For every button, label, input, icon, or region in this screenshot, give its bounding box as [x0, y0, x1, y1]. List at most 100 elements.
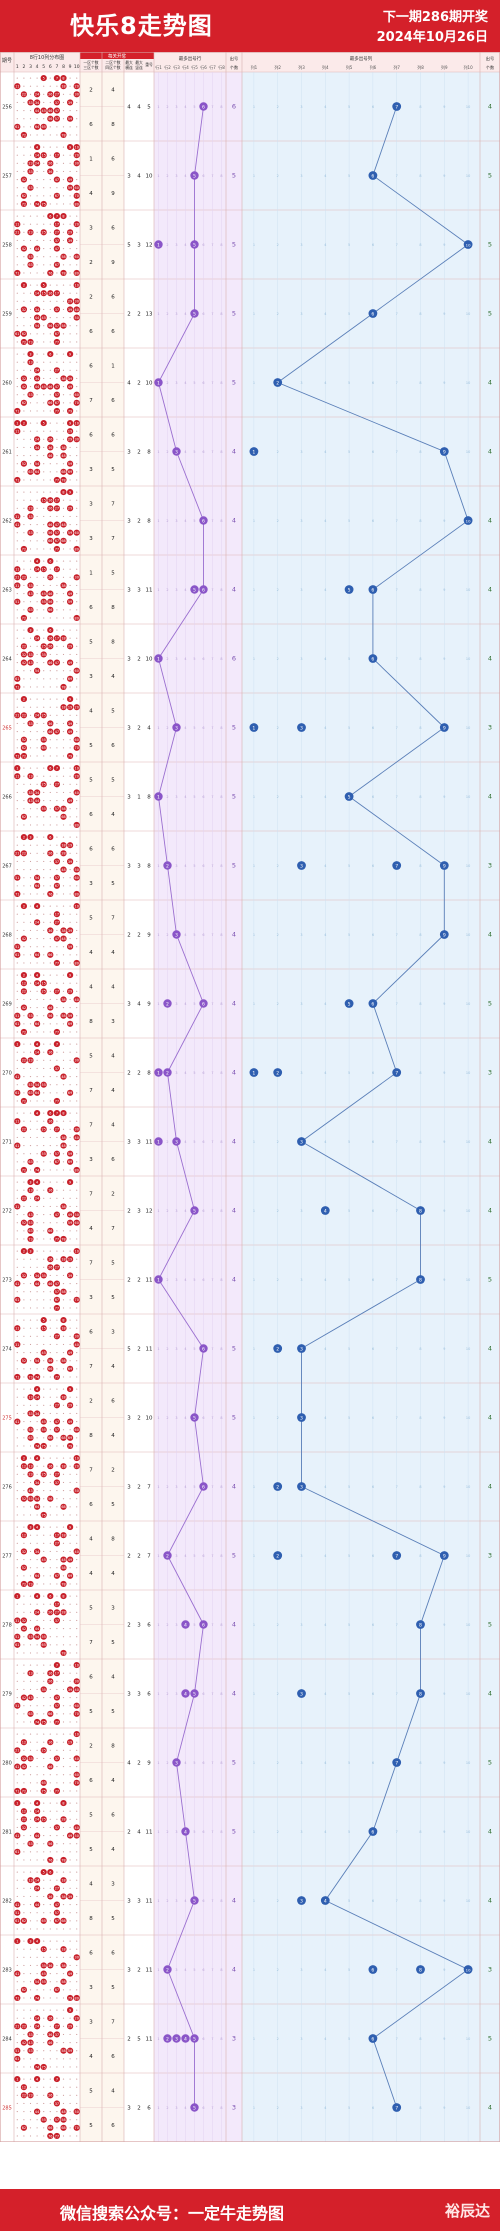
right-axis-label: 列3	[298, 64, 305, 70]
grid-dot	[16, 698, 18, 700]
drawn-number-label: 21	[15, 714, 19, 718]
drawn-number-ball	[53, 1158, 61, 1165]
col-index-faint: 3	[300, 1002, 302, 1006]
drawn-number-ball	[14, 850, 21, 857]
drawn-number-ball	[27, 168, 34, 175]
grid-dot	[69, 937, 71, 940]
grid-dot	[23, 954, 25, 956]
grid-dot	[62, 629, 65, 631]
grid-dot	[29, 637, 32, 639]
grid-dot	[69, 1757, 71, 1760]
drawn-number-label: 6	[49, 835, 51, 839]
grid-dot	[69, 783, 71, 785]
max-row-count: 5	[232, 1345, 236, 1353]
grid-dot	[36, 929, 38, 932]
grid-dot	[36, 1258, 38, 1260]
drawn-number-label: 3	[29, 628, 31, 632]
grid-dot	[23, 1843, 25, 1845]
grid-dot	[36, 1757, 38, 1760]
drawn-number-ball	[47, 557, 54, 565]
grid-dot	[36, 1189, 38, 1191]
drawn-number-label: 25	[42, 1128, 46, 1132]
grid-dot	[43, 1956, 45, 1958]
grid-dot	[56, 1437, 58, 1439]
grid-dot	[29, 2102, 32, 2105]
grid-dot	[56, 816, 58, 818]
row-index-faint: 5	[193, 1071, 195, 1075]
grid-dot	[76, 1672, 78, 1674]
grid-dot	[69, 1238, 71, 1240]
row-index-faint: 3	[175, 1692, 177, 1696]
grid-dot	[76, 77, 78, 79]
row-index-faint: 1	[157, 726, 159, 730]
grid-dot	[49, 678, 51, 680]
grid-dot	[16, 1948, 18, 1950]
drawn-number-label: 47	[55, 1420, 59, 1424]
drawn-number-ball	[67, 797, 74, 804]
col-index-faint: 5	[348, 933, 350, 937]
grid-dot	[49, 775, 51, 777]
drawn-number-ball	[14, 1203, 21, 1210]
grid-dot	[56, 1627, 58, 1630]
grid-dot	[76, 454, 78, 457]
drawn-number-label: 48	[61, 454, 65, 458]
drawn-number-label: 36	[48, 1964, 52, 1968]
grid-dot	[16, 1550, 18, 1553]
drawn-number-ball	[67, 643, 74, 650]
quad-count: 5	[89, 1709, 93, 1715]
grid-dot	[16, 499, 18, 501]
max-row-ball	[172, 930, 181, 939]
drawn-number-label: 21	[15, 576, 19, 580]
drawn-number-ball	[73, 1134, 80, 1141]
split2-header: 二区个数	[105, 60, 120, 65]
drawn-number-ball	[73, 821, 80, 829]
drawn-number-label: 78	[61, 1858, 65, 1862]
grid-dot	[49, 1457, 51, 1459]
repeat-count: 11	[146, 1278, 153, 1284]
drawn-number-ball	[60, 375, 67, 382]
drawn-number-label: 71	[15, 892, 19, 896]
max-row-ball	[154, 378, 163, 387]
grid-dot	[29, 1368, 32, 1370]
grid-dot	[49, 284, 51, 286]
drawn-number-ball	[73, 545, 80, 553]
grid-dot	[49, 1636, 51, 1638]
grid-dot	[36, 1327, 38, 1329]
grid-dot	[62, 592, 65, 595]
grid-dot	[62, 1790, 65, 1792]
drawn-number-label: 18	[61, 706, 65, 710]
col-index-faint: 5	[348, 1554, 350, 1558]
grid-dot	[23, 256, 25, 258]
max-col-consecutive: 3	[137, 1692, 141, 1698]
grid-dot	[36, 1583, 38, 1585]
grid-dot	[16, 747, 18, 749]
grid-dot	[56, 698, 58, 700]
drawn-number-label: 72	[22, 202, 26, 206]
quad-count: 7	[111, 915, 115, 921]
row-index-faint: 2	[166, 1416, 168, 1420]
grid-dot	[62, 653, 65, 656]
col-index-faint: 9	[443, 795, 445, 799]
col-index-faint: 3	[300, 105, 302, 109]
row-index-faint: 8	[220, 1416, 222, 1420]
drawn-number-ball	[53, 1109, 61, 1117]
row-index-faint: 7	[211, 1623, 213, 1627]
grid-dot	[69, 2058, 71, 2060]
grid-dot	[23, 1429, 25, 1431]
grid-dot	[43, 998, 45, 1001]
max-row-count: 4	[232, 586, 236, 594]
drawn-number-label: 46	[48, 454, 52, 458]
grid-dot	[76, 974, 78, 976]
grid-dot	[23, 1189, 25, 1191]
max-col-ball-label: 7	[395, 1760, 398, 1766]
grid-dot	[23, 264, 25, 266]
grid-dot	[43, 1169, 45, 1171]
drawn-number-label: 61	[15, 1298, 19, 1302]
drawn-number-ball	[73, 574, 80, 581]
grid-dot	[76, 118, 78, 120]
drawn-number-label: 41	[15, 1075, 19, 1079]
col-index-faint: 8	[419, 1416, 421, 1420]
grid-dot	[56, 1197, 58, 1199]
max-col-ball-label: 3	[300, 1139, 303, 1145]
grid-dot	[69, 1169, 71, 1171]
